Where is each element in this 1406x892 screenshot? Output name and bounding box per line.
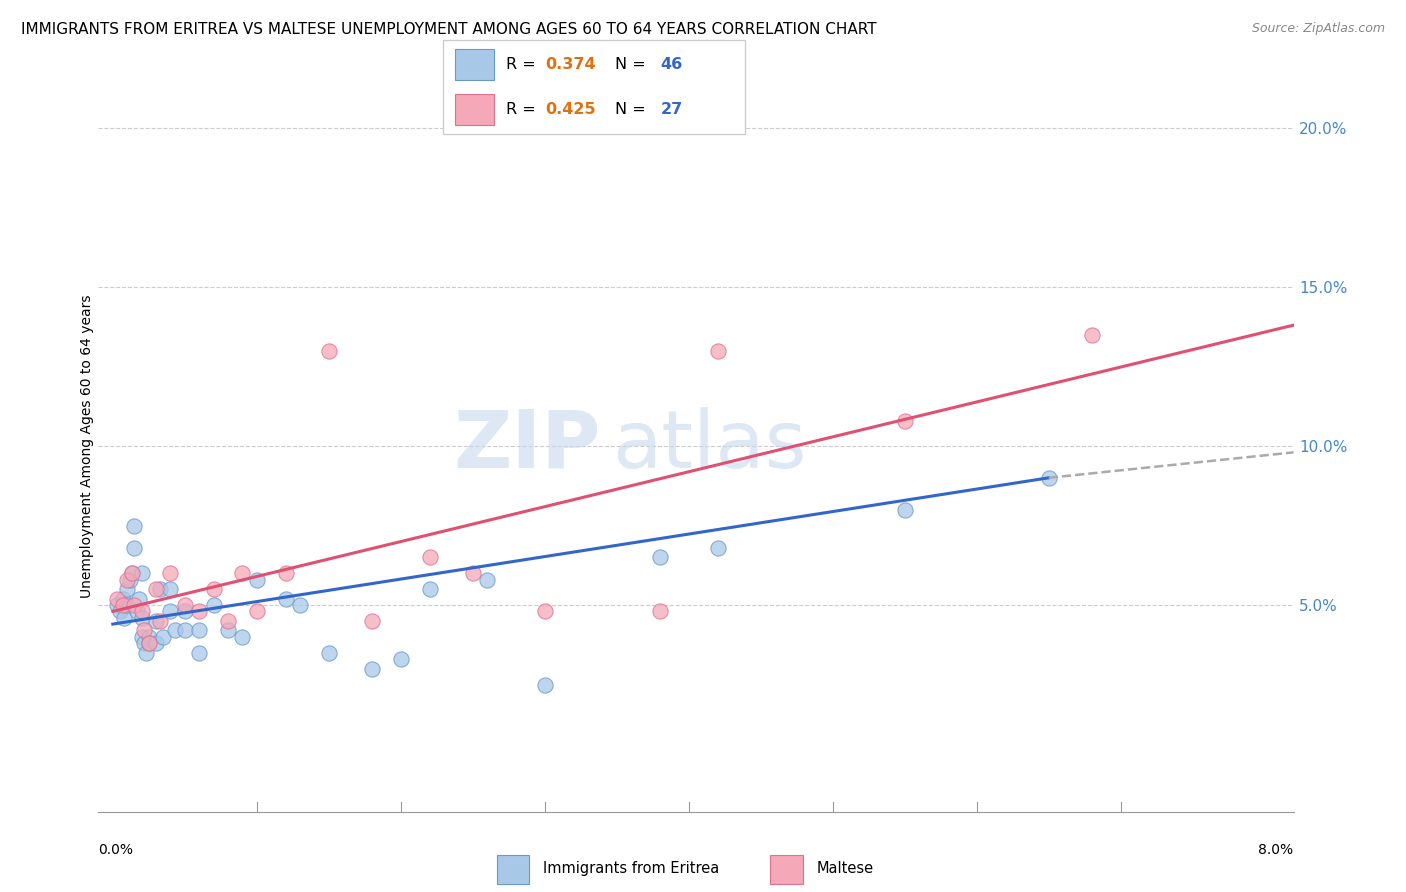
Text: N =: N = bbox=[616, 102, 651, 117]
Point bbox=[131, 611, 153, 625]
Point bbox=[145, 636, 167, 650]
Point bbox=[149, 614, 172, 628]
Point bbox=[138, 630, 160, 644]
Point bbox=[124, 598, 146, 612]
Point bbox=[108, 604, 131, 618]
Point bbox=[127, 604, 149, 618]
Point bbox=[246, 573, 269, 587]
Point bbox=[706, 343, 728, 358]
Text: 0.374: 0.374 bbox=[546, 57, 596, 72]
Point bbox=[159, 582, 181, 596]
Point bbox=[149, 582, 172, 596]
Point bbox=[124, 518, 146, 533]
Point bbox=[188, 646, 211, 660]
Point bbox=[274, 591, 297, 606]
Point bbox=[706, 541, 728, 555]
Point bbox=[105, 591, 128, 606]
Point bbox=[115, 582, 138, 596]
Text: 0.425: 0.425 bbox=[546, 102, 596, 117]
Point bbox=[188, 624, 211, 638]
Point bbox=[1038, 471, 1060, 485]
Point bbox=[159, 566, 181, 581]
Point bbox=[105, 598, 128, 612]
Point bbox=[231, 566, 253, 581]
Text: 8.0%: 8.0% bbox=[1258, 843, 1294, 857]
Point bbox=[288, 598, 311, 612]
Text: Maltese: Maltese bbox=[817, 862, 875, 876]
Point bbox=[173, 604, 195, 618]
Point bbox=[131, 604, 153, 618]
Text: Immigrants from Eritrea: Immigrants from Eritrea bbox=[543, 862, 720, 876]
FancyBboxPatch shape bbox=[443, 40, 745, 134]
Point bbox=[111, 598, 134, 612]
Point bbox=[173, 598, 195, 612]
Point bbox=[893, 502, 915, 516]
Point bbox=[112, 611, 135, 625]
Point bbox=[202, 582, 225, 596]
Text: R =: R = bbox=[506, 102, 541, 117]
Point bbox=[202, 598, 225, 612]
Point bbox=[128, 591, 150, 606]
Point bbox=[152, 630, 174, 644]
Point bbox=[274, 566, 297, 581]
Y-axis label: Unemployment Among Ages 60 to 64 years: Unemployment Among Ages 60 to 64 years bbox=[80, 294, 94, 598]
Point bbox=[246, 604, 269, 618]
Point bbox=[533, 604, 555, 618]
Point bbox=[163, 624, 186, 638]
Text: IMMIGRANTS FROM ERITREA VS MALTESE UNEMPLOYMENT AMONG AGES 60 TO 64 YEARS CORREL: IMMIGRANTS FROM ERITREA VS MALTESE UNEMP… bbox=[21, 22, 877, 37]
Point bbox=[121, 566, 143, 581]
FancyBboxPatch shape bbox=[456, 94, 495, 126]
Text: ZIP: ZIP bbox=[453, 407, 600, 485]
Point bbox=[121, 566, 143, 581]
Point bbox=[124, 541, 146, 555]
Point bbox=[477, 573, 499, 587]
Point bbox=[648, 550, 671, 565]
Point bbox=[318, 343, 340, 358]
Point bbox=[648, 604, 671, 618]
Point bbox=[419, 550, 441, 565]
Point bbox=[461, 566, 484, 581]
Point bbox=[318, 646, 340, 660]
FancyBboxPatch shape bbox=[496, 855, 529, 884]
FancyBboxPatch shape bbox=[456, 48, 495, 80]
Point bbox=[138, 636, 160, 650]
Point bbox=[231, 630, 253, 644]
Point bbox=[159, 604, 181, 618]
Point bbox=[145, 614, 167, 628]
Text: 46: 46 bbox=[661, 57, 683, 72]
Point bbox=[361, 614, 384, 628]
Point bbox=[361, 662, 384, 676]
Point bbox=[115, 598, 138, 612]
Point bbox=[188, 604, 211, 618]
Text: atlas: atlas bbox=[613, 407, 807, 485]
Point bbox=[217, 624, 239, 638]
Text: Source: ZipAtlas.com: Source: ZipAtlas.com bbox=[1251, 22, 1385, 36]
Point bbox=[131, 630, 153, 644]
Point bbox=[419, 582, 441, 596]
Point bbox=[134, 624, 156, 638]
Point bbox=[111, 591, 134, 606]
Point bbox=[115, 573, 138, 587]
Point bbox=[533, 677, 555, 691]
Point bbox=[135, 646, 157, 660]
FancyBboxPatch shape bbox=[770, 855, 803, 884]
Text: 27: 27 bbox=[661, 102, 683, 117]
Text: R =: R = bbox=[506, 57, 541, 72]
Point bbox=[138, 636, 160, 650]
Point bbox=[173, 624, 195, 638]
Point bbox=[217, 614, 239, 628]
Point bbox=[893, 413, 915, 427]
Text: 0.0%: 0.0% bbox=[98, 843, 134, 857]
Point bbox=[145, 582, 167, 596]
Point bbox=[131, 566, 153, 581]
Point bbox=[389, 652, 412, 666]
Point bbox=[120, 573, 142, 587]
Point bbox=[134, 636, 156, 650]
Point bbox=[1081, 327, 1104, 342]
Text: N =: N = bbox=[616, 57, 651, 72]
